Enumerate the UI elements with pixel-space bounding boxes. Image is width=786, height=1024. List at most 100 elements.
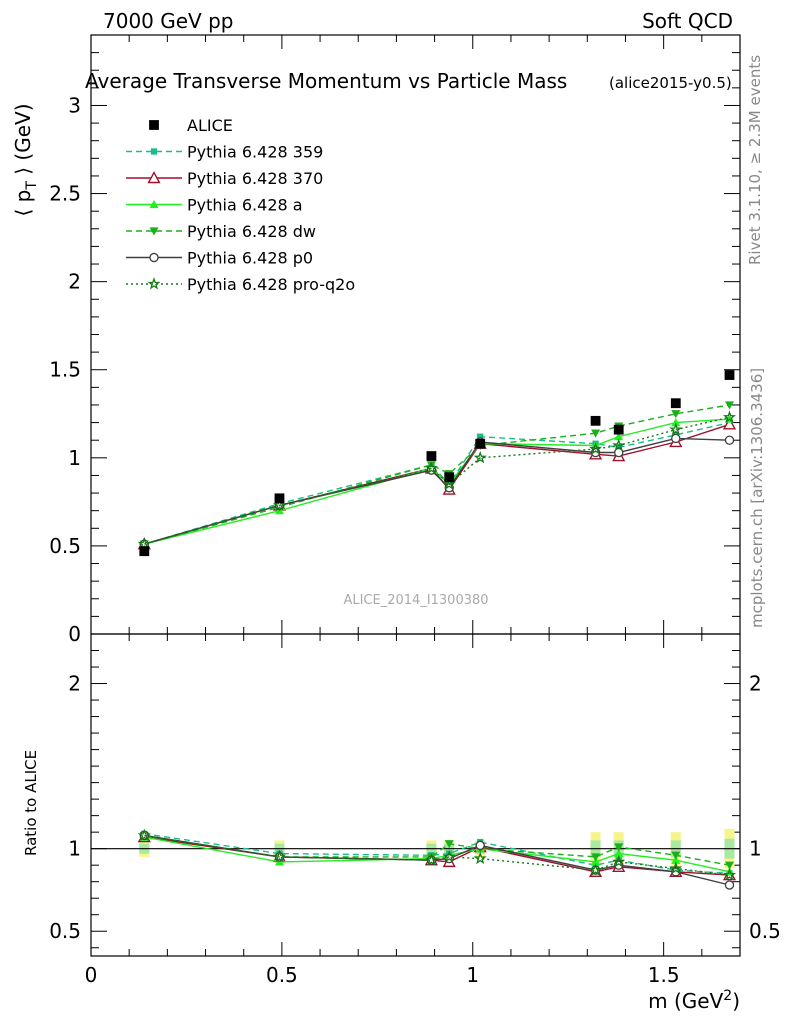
marker-triangle (614, 849, 624, 858)
marker-triangle (591, 857, 601, 866)
ratio-series-line (144, 834, 730, 886)
marker-triangle-down (149, 227, 159, 236)
x-tick-label: 0 (85, 963, 98, 987)
marker-star (722, 868, 737, 881)
series-line (144, 437, 730, 545)
marker-triangle (671, 418, 681, 427)
marker-square (150, 148, 158, 155)
ratio-y-tick-label-right: 1 (749, 837, 762, 861)
x-tick-label: 1 (466, 963, 479, 987)
marker-triangle-down (614, 843, 624, 852)
marker-square (670, 398, 681, 409)
series-line (144, 416, 730, 545)
svg-text:⟨ pT ⟩ (GeV): ⟨ pT ⟩ (GeV) (11, 103, 40, 216)
chart-title: Average Transverse Momentum vs Particle … (85, 69, 567, 93)
marker-star (589, 863, 603, 876)
marker-circle-open (149, 252, 159, 263)
marker-triangle-down (591, 853, 601, 862)
y-tick-label: 2.5 (49, 182, 81, 206)
ratio-series-4 (139, 830, 735, 890)
marker-star (424, 853, 438, 866)
marker-square (477, 433, 484, 440)
marker-triangle-down (725, 401, 735, 410)
x-tick-label: 1.5 (648, 963, 680, 987)
marker-square (475, 438, 486, 449)
legend-entry: Pythia 6.428 370 (126, 169, 323, 188)
marker-circle-open (614, 447, 624, 458)
legend: ALICE Pythia 6.428 359 Pythia 6.428 370 Pyt… (126, 116, 355, 294)
ratio-series-5 (137, 828, 737, 881)
marker-star (589, 442, 603, 455)
series-line (144, 421, 730, 545)
ratio-y-tick-label: 0.5 (49, 919, 81, 943)
y-tick-label: 3 (68, 93, 81, 117)
legend-label: Pythia 6.428 370 (187, 169, 323, 188)
rivet-label: Rivet 3.1.10, ≥ 2.3M events (746, 55, 764, 265)
marker-star (669, 861, 683, 875)
marker-circle-open (475, 840, 485, 851)
series-2 (139, 414, 735, 548)
x-axis-label: m (GeV2) (648, 988, 740, 1013)
marker-star (272, 850, 287, 863)
y-tick-label: 1 (68, 446, 81, 470)
ratio-y-axis-label: Ratio to ALICE (22, 750, 40, 856)
x-tick-label: 0.5 (266, 963, 298, 987)
marker-triangle-down (444, 840, 454, 849)
series-4 (139, 433, 735, 549)
main-y-axis-label: ⟨ pT ⟩ (GeV) (11, 103, 40, 216)
legend-label: Pythia 6.428 p0 (187, 249, 313, 268)
legend-entry: Pythia 6.428 359 (126, 143, 323, 162)
legend-entry: Pythia 6.428 dw (126, 222, 316, 241)
legend-label: ALICE (187, 116, 233, 135)
marker-triangle-open (147, 171, 161, 184)
marker-square (149, 120, 159, 130)
marker-square (274, 493, 285, 504)
legend-label: Pythia 6.428 pro-q2o (187, 275, 355, 294)
marker-square (590, 415, 601, 426)
series-5 (137, 410, 737, 550)
marker-triangle-down (671, 410, 681, 419)
ratio-y-tick-label-right: 0.5 (749, 919, 781, 943)
legend-entry: Pythia 6.428 a (126, 196, 303, 215)
series-1 (137, 417, 737, 550)
marker-triangle (614, 432, 624, 441)
marker-star (137, 537, 151, 550)
marker-star (442, 477, 456, 490)
ratio-y-tick-label-right: 2 (749, 672, 762, 696)
marker-circle-open (671, 433, 681, 444)
marker-square (444, 472, 455, 483)
marker-star (147, 277, 161, 290)
marker-star (473, 450, 487, 464)
marker-triangle (671, 855, 681, 864)
legend-label: Pythia 6.428 359 (187, 143, 323, 162)
ratio-series-1 (137, 830, 737, 881)
marker-square (613, 424, 624, 435)
main-panel: 0 0.5 1 1.5 2 2.5 3 (49, 34, 741, 956)
chart-subtitle: (alice2015-y0.5) (609, 74, 732, 92)
category-label: Soft QCD (642, 9, 733, 33)
legend-label: Pythia 6.428 a (187, 196, 303, 215)
legend-entry: Pythia 6.428 pro-q2o (126, 275, 355, 294)
series-line (144, 418, 730, 545)
y-tick-label: 1.5 (49, 358, 81, 382)
marker-circle-open (724, 880, 735, 890)
ratio-frame (90, 633, 741, 957)
legend-entry: Pythia 6.428 p0 (126, 249, 313, 268)
marker-square (426, 451, 437, 461)
marker-star (442, 850, 456, 863)
alice-data (139, 370, 735, 557)
marker-star (669, 422, 683, 436)
marker-star (424, 461, 438, 474)
marker-star (612, 855, 626, 868)
ratio-y-tick-label: 1 (68, 837, 81, 861)
y-tick-label: 0.5 (49, 534, 81, 558)
ratio-series-line (144, 834, 730, 876)
marker-triangle-down (725, 861, 735, 870)
y-tick-label: 2 (68, 270, 81, 294)
marker-star (612, 438, 626, 452)
marker-triangle-down (591, 429, 601, 438)
marker-triangle-down (671, 851, 681, 860)
marker-square (724, 370, 735, 380)
marker-triangle (149, 200, 159, 209)
